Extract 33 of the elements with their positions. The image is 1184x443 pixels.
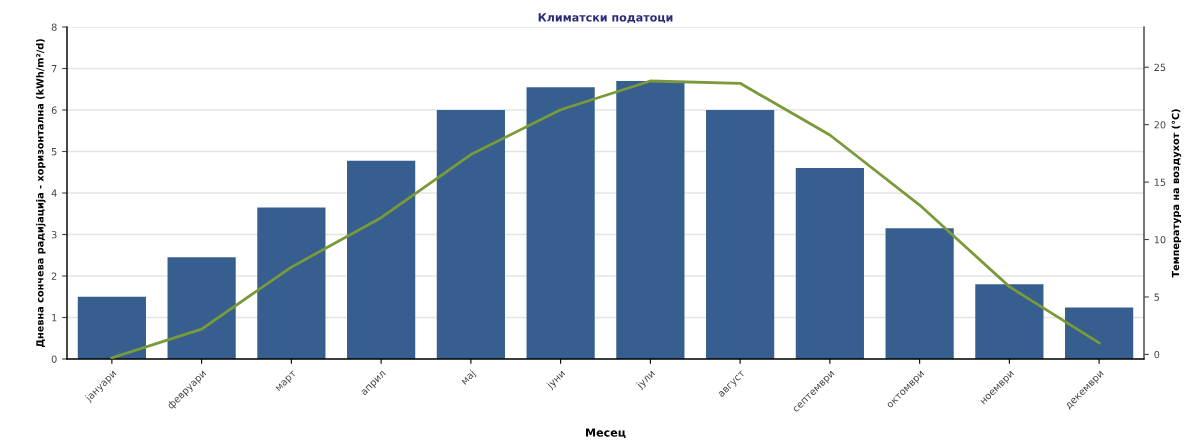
y-tick-label: 8	[51, 23, 57, 31]
y-tick-label: 2	[51, 272, 57, 280]
bar	[347, 160, 416, 359]
y2-tick-label: 0	[1154, 350, 1160, 359]
bar	[526, 87, 595, 359]
bar	[975, 284, 1044, 359]
y-tick-label: 3	[51, 230, 57, 239]
bar	[885, 228, 954, 359]
y-tick-label: 4	[51, 189, 57, 197]
bar	[706, 110, 775, 359]
x-axis-title: Месец	[586, 428, 626, 439]
bar	[77, 296, 146, 359]
y-tick-label: 7	[51, 65, 57, 73]
y2-tick-label: 5	[1154, 293, 1160, 301]
y2-axis-title: Температура на воздухот (°C)	[1171, 109, 1182, 278]
y-tick-label: 0	[51, 355, 57, 363]
y2-tick-label: 20	[1154, 121, 1166, 129]
y2-tick-label: 10	[1154, 236, 1166, 244]
x-tick-label: мај	[460, 369, 477, 387]
chart-title: Климатски податоци	[538, 13, 673, 23]
line-series	[110, 79, 1101, 359]
bar	[795, 168, 864, 359]
bar	[257, 207, 326, 359]
y-axis-title: Дневна сончева радијација - хоризонтална (kWh/m²/d)	[36, 39, 46, 348]
bar	[1065, 307, 1134, 359]
y-tick-label: 1	[52, 314, 57, 322]
y-tick-label: 5	[51, 148, 57, 156]
bar	[167, 257, 236, 359]
y2-tick-label: 25	[1154, 63, 1166, 72]
y-tick-label: 6	[51, 106, 57, 114]
bar	[436, 110, 505, 359]
y2-tick-label: 15	[1154, 178, 1166, 186]
bar	[616, 80, 685, 359]
